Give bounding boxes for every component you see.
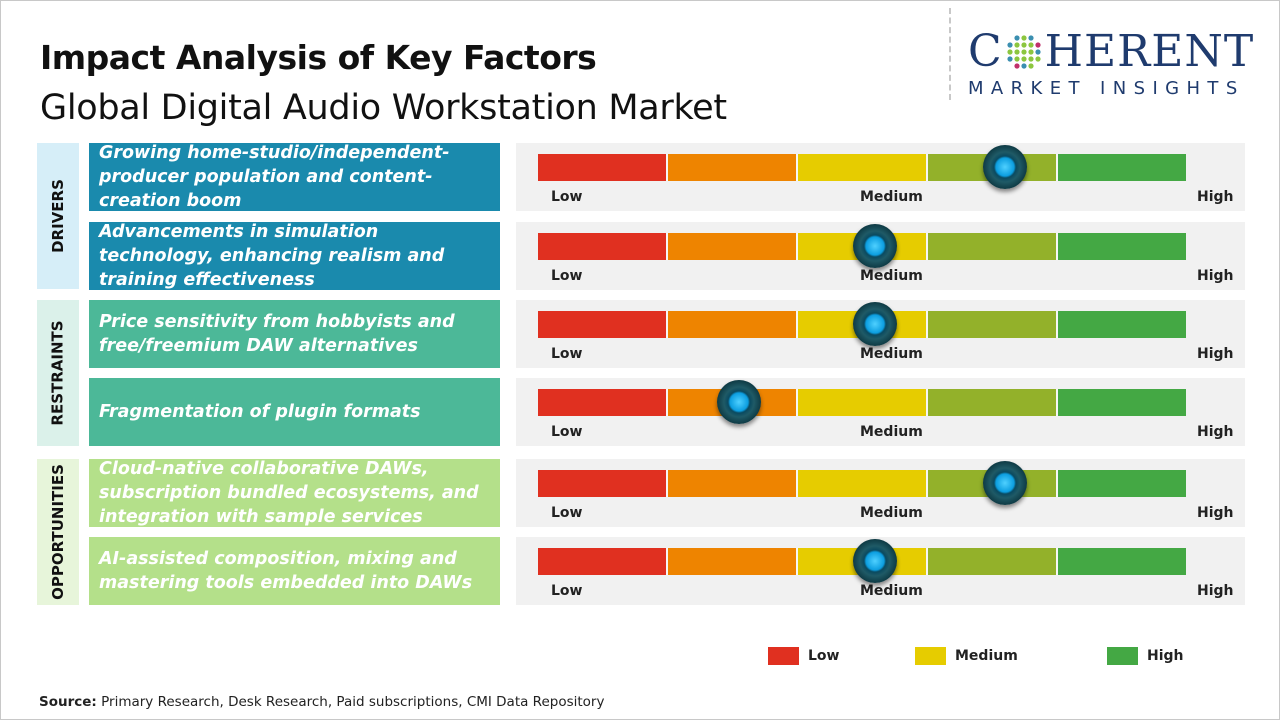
impact-indicator-knob	[716, 380, 761, 424]
gauge-label-low: Low	[551, 583, 583, 599]
factor-box: Fragmentation of plugin formats	[89, 378, 500, 446]
gauge-segment	[668, 233, 798, 260]
factor-text: Advancements in simulation technology, e…	[99, 222, 445, 290]
gauge-segment	[538, 389, 668, 416]
legend-low: Low	[768, 647, 839, 665]
factor-text: Cloud-native collaborative DAWs, subscri…	[99, 459, 479, 527]
gauge-label-medium: Medium	[860, 424, 923, 440]
gauge-segment	[1058, 389, 1186, 416]
gauge-label-high: High	[1197, 189, 1234, 205]
gauge-segment	[1058, 548, 1186, 575]
impact-gauge: Low Medium High	[516, 300, 1245, 368]
factor-box: Advancements in simulation technology, e…	[89, 222, 500, 290]
gauge-bar	[538, 548, 1186, 575]
legend-label: High	[1147, 648, 1184, 664]
gauge-segment	[928, 311, 1058, 338]
source-label: Source:	[39, 694, 97, 710]
legend-label: Medium	[955, 648, 1018, 664]
gauge-segment	[1058, 470, 1186, 497]
legend-swatch	[768, 647, 799, 665]
group-label-opportunities: OPPORTUNITIES	[37, 459, 79, 605]
factor-text: Price sensitivity from hobbyists and fre…	[99, 312, 455, 356]
factor-text: AI-assisted composition, mixing and mast…	[99, 549, 473, 593]
impact-gauge: Low Medium High	[516, 143, 1245, 211]
gauge-label-low: Low	[551, 189, 583, 205]
gauge-segment	[538, 548, 668, 575]
coherent-logo: C HERENT MARKET INSIGHTS	[968, 26, 1263, 100]
impact-gauge: Low Medium High	[516, 222, 1245, 290]
gauge-label-medium: Medium	[860, 268, 923, 284]
divider	[949, 8, 951, 100]
gauge-label-medium: Medium	[860, 583, 923, 599]
gauge-label-high: High	[1197, 505, 1234, 521]
legend-high: High	[1107, 647, 1184, 665]
gauge-label-low: Low	[551, 268, 583, 284]
gauge-label-high: High	[1197, 268, 1234, 284]
gauge-label-medium: Medium	[860, 189, 923, 205]
group-label-text: OPPORTUNITIES	[49, 464, 67, 600]
gauge-segment	[1058, 233, 1186, 260]
logo-text-right: HERENT	[1044, 26, 1255, 77]
gauge-segment	[798, 154, 928, 181]
gauge-segment	[928, 233, 1058, 260]
gauge-label-high: High	[1197, 424, 1234, 440]
gauge-segment	[1058, 311, 1186, 338]
impact-indicator-knob	[852, 302, 897, 346]
page-title: Impact Analysis of Key Factors	[40, 38, 597, 77]
impact-gauge: Low Medium High	[516, 459, 1245, 527]
gauge-label-medium: Medium	[860, 505, 923, 521]
gauge-segment	[668, 311, 798, 338]
gauge-segment	[1058, 154, 1186, 181]
factor-text: Growing home-studio/independent-producer…	[99, 143, 450, 211]
group-label-drivers: DRIVERS	[37, 143, 79, 289]
group-label-text: RESTRAINTS	[49, 320, 68, 426]
gauge-segment	[668, 470, 798, 497]
factor-box: AI-assisted composition, mixing and mast…	[89, 537, 500, 605]
gauge-label-low: Low	[551, 505, 583, 521]
gauge-segment	[798, 470, 928, 497]
gauge-segment	[538, 233, 668, 260]
gauge-segment	[928, 548, 1058, 575]
group-label-restraints: RESTRAINTS	[37, 300, 79, 446]
gauge-label-high: High	[1197, 583, 1234, 599]
factor-text: Fragmentation of plugin formats	[99, 402, 421, 422]
source-text: Primary Research, Desk Research, Paid su…	[96, 694, 605, 710]
impact-indicator-knob	[852, 539, 897, 583]
impact-indicator-knob	[982, 145, 1027, 189]
group-label-text: DRIVERS	[49, 179, 68, 253]
gauge-segment	[798, 389, 928, 416]
legend-medium: Medium	[915, 647, 1018, 665]
gauge-segment	[668, 548, 798, 575]
gauge-segment	[538, 311, 668, 338]
gauge-segment	[668, 154, 798, 181]
gauge-bar	[538, 470, 1186, 497]
legend-swatch	[1107, 647, 1138, 665]
gauge-segment	[538, 154, 668, 181]
gauge-label-high: High	[1197, 346, 1234, 362]
gauge-label-low: Low	[551, 424, 583, 440]
factor-box: Growing home-studio/independent-producer…	[89, 143, 500, 211]
source-note: Source: Primary Research, Desk Research,…	[39, 694, 604, 710]
logo-text-left: C	[968, 26, 1003, 77]
globe-dots-icon	[1007, 35, 1041, 69]
impact-indicator-knob	[852, 224, 897, 268]
logo-subtitle: MARKET INSIGHTS	[968, 78, 1245, 99]
gauge-segment	[538, 470, 668, 497]
page-subtitle: Global Digital Audio Workstation Market	[40, 88, 727, 128]
factor-box: Price sensitivity from hobbyists and fre…	[89, 300, 500, 368]
gauge-label-low: Low	[551, 346, 583, 362]
gauge-bar	[538, 154, 1186, 181]
factor-box: Cloud-native collaborative DAWs, subscri…	[89, 459, 500, 527]
gauge-bar	[538, 389, 1186, 416]
impact-gauge: Low Medium High	[516, 537, 1245, 605]
legend-label: Low	[808, 648, 840, 664]
impact-gauge: Low Medium High	[516, 378, 1245, 446]
legend-swatch	[915, 647, 946, 665]
impact-indicator-knob	[982, 461, 1027, 505]
gauge-label-medium: Medium	[860, 346, 923, 362]
gauge-segment	[928, 389, 1058, 416]
